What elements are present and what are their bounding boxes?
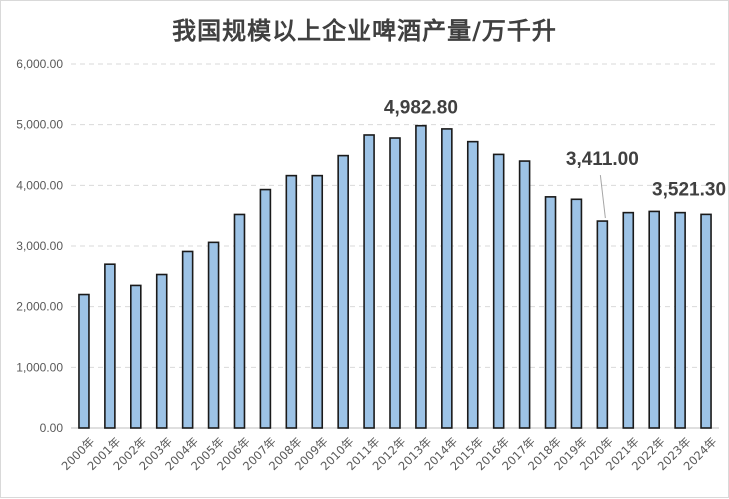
y-tick-label: 4,000.00 bbox=[16, 178, 63, 192]
annotation-leader-line bbox=[599, 175, 606, 219]
y-tick-label: 0.00 bbox=[40, 421, 64, 435]
y-tick-label: 1,000.00 bbox=[16, 360, 63, 374]
bar bbox=[441, 128, 453, 429]
bar bbox=[363, 134, 375, 429]
bar bbox=[415, 124, 427, 429]
bar bbox=[622, 211, 635, 429]
bar bbox=[311, 174, 324, 429]
bar bbox=[570, 198, 583, 429]
bar bbox=[518, 160, 531, 429]
bar bbox=[104, 263, 116, 429]
y-tick-label: 3,000.00 bbox=[16, 239, 63, 253]
bar bbox=[207, 241, 220, 429]
bar bbox=[259, 188, 272, 429]
bar bbox=[285, 174, 298, 429]
bar bbox=[78, 293, 90, 429]
data-label: 4,982.80 bbox=[384, 98, 458, 119]
chart-title: 我国规模以上企业啤酒产量/万千升 bbox=[172, 17, 557, 45]
bar bbox=[674, 211, 686, 429]
bar bbox=[700, 213, 712, 429]
data-label: 3,521.30 bbox=[652, 179, 726, 200]
bar bbox=[181, 250, 194, 429]
bar bbox=[466, 140, 479, 429]
y-tick-label: 2,000.00 bbox=[16, 300, 63, 314]
y-tick-label: 6,000.00 bbox=[16, 57, 63, 71]
y-tick-label: 5,000.00 bbox=[16, 118, 63, 132]
bar bbox=[337, 154, 349, 429]
bar bbox=[155, 273, 168, 429]
bar bbox=[544, 196, 557, 429]
bar bbox=[596, 220, 609, 429]
bar bbox=[389, 137, 401, 429]
bar bbox=[648, 210, 661, 429]
bar bbox=[233, 213, 246, 429]
bar bbox=[130, 284, 142, 429]
bar bbox=[492, 153, 505, 429]
data-label: 3,411.00 bbox=[566, 149, 639, 170]
